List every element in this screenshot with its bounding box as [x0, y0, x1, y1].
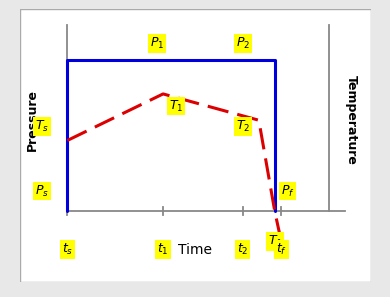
Text: $P_1$: $P_1$ [150, 36, 164, 51]
Text: $t_s$: $t_s$ [62, 242, 73, 257]
Text: $T_2$: $T_2$ [236, 119, 250, 134]
Text: $P_s$: $P_s$ [35, 184, 49, 199]
Text: $P_2$: $P_2$ [236, 36, 250, 51]
Text: Time: Time [178, 243, 212, 257]
Text: $t_1$: $t_1$ [157, 242, 169, 257]
Text: $T_s$: $T_s$ [35, 119, 49, 134]
Text: Temperature: Temperature [345, 75, 358, 165]
Text: Pressure: Pressure [26, 89, 39, 151]
Text: $t_2$: $t_2$ [237, 242, 248, 257]
Text: $t_f$: $t_f$ [276, 242, 287, 257]
Text: $P_f$: $P_f$ [281, 184, 294, 199]
Text: $T_1$: $T_1$ [168, 99, 183, 114]
Text: $T_f$: $T_f$ [268, 234, 282, 249]
